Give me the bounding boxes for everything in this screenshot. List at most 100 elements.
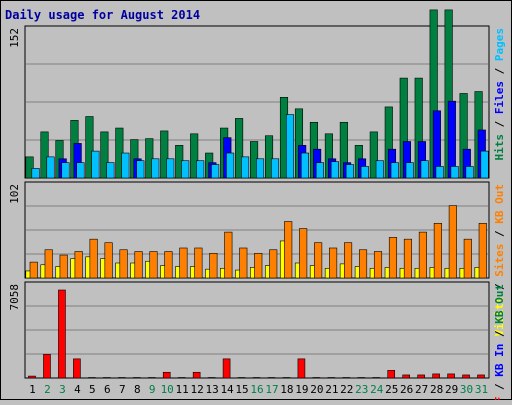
top-panel-bar-hits — [145, 138, 154, 179]
top-panel-bar-pages — [435, 166, 444, 179]
middle-panel-bar-sites — [74, 251, 83, 279]
middle-panel-bar-sites — [224, 231, 233, 279]
top-panel-legend-entry: / — [493, 67, 506, 81]
top-panel-bar-pages — [91, 150, 100, 179]
middle-panel-bar-sites — [314, 242, 323, 279]
top-panel-legend-entry: Files — [493, 81, 506, 121]
middle-panel-legend: Visits / Sites / KB Out — [493, 184, 506, 336]
bottom-panel-legend: KB F / KB In / KB Out — [493, 284, 506, 400]
bottom-panel-bar-kb-f — [43, 354, 51, 379]
day-label: 12 — [191, 383, 204, 396]
top-panel-bar-hits — [160, 130, 169, 179]
day-label: 25 — [385, 383, 398, 396]
middle-panel-bar-sites — [284, 221, 293, 279]
bottom-panel-bar-kb-f — [237, 377, 246, 379]
top-panel-bar-pages — [420, 160, 429, 179]
day-label: 7 — [119, 383, 126, 396]
day-label: 8 — [134, 383, 141, 396]
top-panel-bar-pages — [405, 162, 414, 179]
day-label: 30 — [460, 383, 473, 396]
bottom-panel-legend-entry: / — [493, 383, 506, 397]
bottom-panel-bar-kb-f — [252, 377, 261, 379]
middle-panel-ymax-label: 102 — [8, 184, 21, 204]
bottom-panel-bar-kb-f — [312, 377, 321, 379]
middle-panel-bar-sites — [29, 261, 38, 279]
day-label: 16 — [250, 383, 263, 396]
day-label: 20 — [310, 383, 323, 396]
top-panel-bar-hits — [235, 118, 244, 179]
bottom-panel-bar-kb-f — [192, 371, 201, 379]
day-label: 21 — [325, 383, 338, 396]
middle-panel-bar-sites — [299, 228, 308, 279]
bottom-panel-bar-kb-f — [432, 373, 440, 379]
top-panel-legend-entry: / — [493, 120, 506, 134]
middle-panel-bar-sites — [194, 247, 203, 279]
bottom-panel-bar-kb-f — [357, 377, 366, 379]
top-panel-bar-pages — [480, 150, 489, 179]
bottom-panel-bar-kb-f — [88, 377, 96, 379]
top-panel-bar-pages — [106, 162, 115, 179]
top-panel: 152 Hits / Files / Pages — [8, 9, 506, 179]
day-label: 28 — [430, 383, 443, 396]
middle-panel-bar-sites — [104, 242, 113, 279]
middle-panel-legend-entry: Sites — [493, 244, 506, 284]
bottom-panel-bar-kb-f — [297, 358, 306, 379]
bottom-panel-bar-kb-f — [103, 377, 111, 379]
middle-panel-bar-sites — [254, 252, 263, 279]
top-panel-bar-hits — [190, 133, 199, 179]
top-panel-bar-pages — [211, 164, 220, 179]
day-label: 4 — [74, 383, 81, 396]
day-label: 18 — [280, 383, 293, 396]
bottom-panel-bar-kb-f — [387, 370, 396, 379]
bottom-panel-bar-kb-f — [282, 377, 291, 379]
middle-panel-bar-sites — [433, 222, 442, 279]
top-panel-bar-pages — [166, 158, 175, 179]
middle-panel-bar-sites — [358, 249, 368, 279]
top-panel-bar-pages — [330, 161, 339, 179]
top-panel-bar-pages — [31, 168, 40, 179]
bottom-panel-bar-kb-f — [222, 358, 231, 379]
middle-panel-bar-sites — [388, 237, 398, 279]
bottom-panel-bar-kb-f — [477, 374, 485, 379]
top-panel-bar-hits — [40, 131, 49, 179]
bottom-panel-bar-kb-f — [162, 371, 171, 379]
top-panel-legend-entry: Pages — [493, 28, 506, 68]
day-label: 15 — [235, 383, 248, 396]
top-panel-bar-pages — [345, 164, 354, 179]
middle-panel-bar-sites — [59, 254, 68, 279]
bottom-panel-bar-kb-f — [342, 377, 351, 379]
bottom-panel-bar-kb-f — [177, 377, 186, 379]
top-panel-ymax-label: 152 — [8, 28, 21, 48]
middle-panel-bar-sites — [403, 238, 412, 279]
day-label: 31 — [475, 383, 488, 396]
day-label: 1 — [29, 383, 36, 396]
day-label: 22 — [340, 383, 353, 396]
bottom-panel: 7058 KB F / KB In / KB Out — [8, 281, 506, 405]
day-label: 9 — [149, 383, 156, 396]
top-panel-bar-pages — [375, 160, 384, 179]
middle-panel-bar-sites — [209, 252, 218, 279]
middle-panel-bar-sites — [119, 249, 128, 279]
top-panel-bar-pages — [285, 114, 295, 179]
middle-panel-bar-sites — [89, 238, 98, 279]
day-label: 27 — [415, 383, 428, 396]
bottom-panel-bar-kb-f — [73, 358, 81, 379]
middle-panel-bar-sites — [463, 238, 472, 279]
middle-panel-bar-sites — [164, 251, 173, 279]
day-label: 14 — [220, 383, 234, 396]
top-panel-bar-pages — [315, 162, 324, 179]
top-panel-bar-pages — [300, 152, 310, 179]
day-label: 3 — [59, 383, 66, 396]
bottom-panel-legend-entry: KB In — [493, 344, 506, 384]
top-panel-bar-pages — [241, 156, 250, 179]
top-panel-bar-pages — [151, 158, 160, 179]
bottom-panel-bar-kb-f — [58, 289, 66, 379]
middle-panel-bar-sites — [134, 251, 143, 279]
bottom-panel-bar-kb-f — [118, 377, 126, 379]
day-label: 17 — [265, 383, 278, 396]
bottom-panel-bar-kb-f — [417, 374, 425, 379]
top-panel-bar-pages — [46, 156, 55, 179]
top-panel-legend: Hits / Files / Pages — [493, 28, 506, 161]
middle-panel-bar-sites — [179, 247, 188, 279]
